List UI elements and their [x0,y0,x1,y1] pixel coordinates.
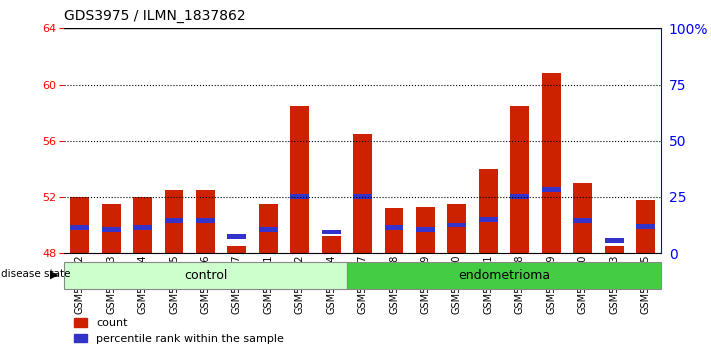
Bar [573,183,592,253]
Bar [510,194,529,199]
Text: ▶: ▶ [50,269,58,279]
Text: control: control [183,269,227,282]
Bar [259,204,278,253]
Bar [385,225,403,230]
Legend: count, percentile rank within the sample: count, percentile rank within the sample [70,314,289,348]
Bar [416,227,435,232]
Bar [479,169,498,253]
Bar [636,200,655,253]
Bar [290,105,309,253]
Bar [102,227,121,232]
Bar [259,227,278,232]
Bar [510,105,529,253]
Bar [573,218,592,223]
Bar [322,230,341,234]
Bar [196,190,215,253]
Bar [353,134,372,253]
Bar [604,246,624,253]
Bar [70,197,89,253]
Bar [164,218,183,223]
Text: disease state: disease state [1,269,71,279]
Bar [447,204,466,253]
Bar [228,246,246,253]
Bar [636,224,655,229]
Text: GDS3975 / ILMN_1837862: GDS3975 / ILMN_1837862 [64,9,245,23]
FancyBboxPatch shape [347,262,661,289]
Bar [322,236,341,253]
FancyBboxPatch shape [64,262,347,289]
Bar [604,238,624,243]
Bar [353,194,372,199]
Bar [102,204,121,253]
Bar [385,208,403,253]
Bar [542,73,561,253]
Bar [542,187,561,192]
Bar [416,207,435,253]
Text: endometrioma: endometrioma [458,269,550,282]
Bar [290,194,309,199]
Bar [196,218,215,223]
Bar [70,225,89,230]
Bar [228,234,246,239]
Bar [133,197,152,253]
Bar [447,223,466,228]
Bar [133,225,152,230]
Bar [164,190,183,253]
Bar [479,217,498,222]
